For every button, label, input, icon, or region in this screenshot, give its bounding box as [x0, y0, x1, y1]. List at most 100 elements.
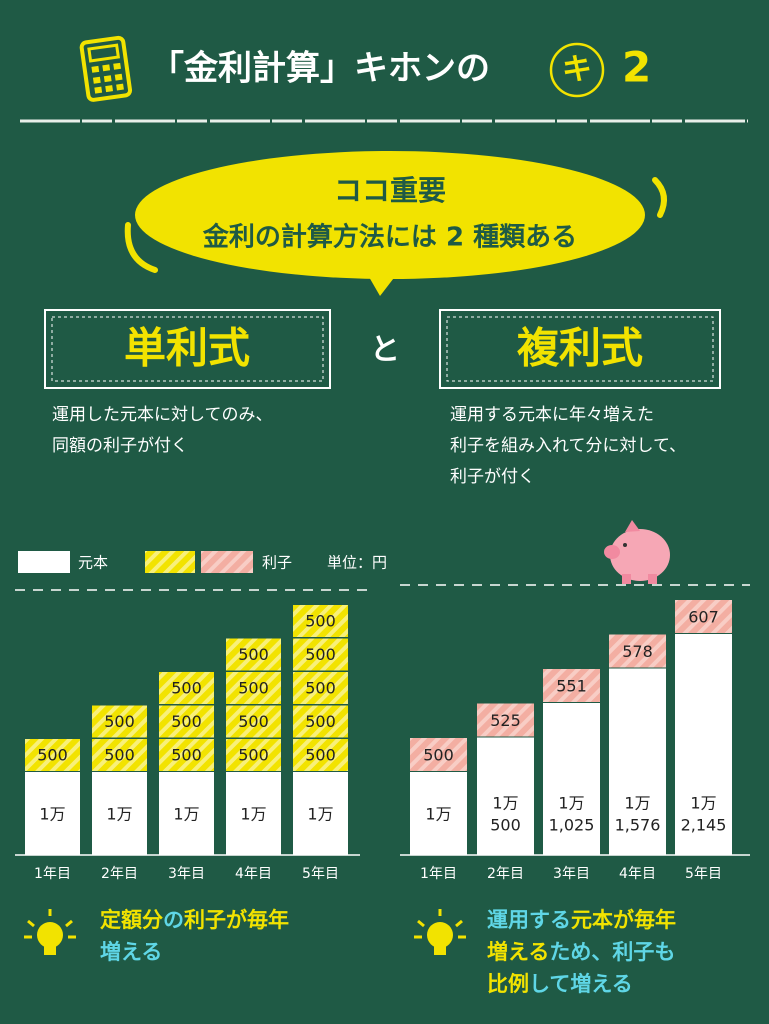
principal-label: 1万: [307, 805, 333, 824]
interest-label: 500: [238, 712, 269, 731]
interest-block: [410, 738, 467, 771]
year-label: 3年目: [168, 866, 205, 882]
description-line: 利子が付く: [450, 467, 535, 487]
note-segment: 運用する: [487, 908, 571, 932]
year-label: 4年目: [235, 866, 272, 882]
interest-block: [226, 705, 281, 738]
principal-label: 1万: [173, 805, 199, 824]
note-segment: 利子が毎年: [184, 908, 289, 932]
interest-label: 500: [104, 712, 135, 731]
principal-label: 1,025: [549, 816, 595, 835]
piggy-bank: [604, 520, 670, 584]
note-segment: して増える: [529, 972, 633, 996]
title-circled: キ: [562, 53, 592, 88]
interest-label: 500: [104, 746, 135, 765]
title-circle: [549, 42, 605, 98]
description-line: 同額の利子が付く: [52, 436, 188, 456]
method-box: [439, 309, 721, 389]
note-segment: 増える: [487, 940, 549, 964]
interest-block: [159, 739, 214, 771]
principal-block: [226, 772, 281, 855]
interest-block: [675, 600, 732, 633]
description-line: 運用した元本に対してのみ、: [52, 405, 273, 425]
legend-principal: 元本: [78, 554, 108, 572]
note-line: 増えるため、利子も: [487, 940, 675, 964]
year-label: 1年目: [420, 866, 457, 882]
legend-swatch: [18, 551, 70, 573]
interest-label: 500: [171, 712, 202, 731]
principal-label: 2,145: [681, 816, 727, 835]
interest-label: 500: [305, 612, 336, 631]
legend-swatch: [201, 551, 253, 573]
year-label: 1年目: [34, 866, 71, 882]
interest-label: 551: [556, 677, 587, 696]
note-line: 定額分の利子が毎年: [100, 908, 289, 932]
method-name: 複利式: [517, 324, 643, 373]
interest-block: [477, 703, 534, 737]
principal-label: 1万: [39, 805, 65, 824]
interest-label: 500: [238, 645, 269, 664]
note-segment: ため、利子も: [549, 940, 675, 964]
principal-label: 1万: [425, 805, 451, 824]
title: 「金利計算」キホンの: [150, 49, 490, 89]
interest-label: 578: [622, 642, 653, 661]
interest-label: 500: [305, 712, 336, 731]
interest-block: [226, 739, 281, 771]
principal-block: [609, 668, 666, 855]
speech-bubble: [124, 151, 667, 296]
interest-label: 500: [305, 679, 336, 698]
interest-label: 500: [238, 679, 269, 698]
note-segment: 比例: [487, 972, 529, 996]
interest-block: [293, 705, 348, 738]
note-segment: 定額分: [100, 908, 163, 932]
bulb-icon: [24, 909, 76, 955]
principal-block: [293, 772, 348, 855]
interest-block: [226, 672, 281, 704]
method-name: 単利式: [124, 324, 250, 373]
interest-label: 525: [490, 711, 521, 730]
interest-block: [293, 605, 348, 637]
principal-label: 1,576: [615, 816, 661, 835]
principal-block: [159, 772, 214, 855]
principal-label: 1万: [106, 805, 132, 824]
bulb-icon: [414, 909, 466, 955]
interest-label: 500: [423, 746, 454, 765]
principal-label: 500: [490, 816, 521, 835]
interest-label: 500: [37, 746, 68, 765]
note-line: 増える: [100, 940, 162, 964]
principal-label: 1万: [240, 805, 266, 824]
method-box: [44, 309, 331, 389]
note-line: 運用する元本が毎年: [487, 908, 676, 932]
legend-interest: 利子: [262, 554, 292, 572]
interest-block: [609, 634, 666, 668]
method-box-inner: [446, 316, 714, 382]
note-segment: 元本が毎年: [571, 908, 676, 932]
year-label: 2年目: [487, 866, 524, 882]
principal-block: [92, 772, 147, 855]
interest-block: [543, 669, 600, 702]
year-label: 2年目: [101, 866, 138, 882]
note-segment: 増える: [100, 940, 162, 964]
principal-block: [25, 772, 80, 855]
interest-label: 500: [171, 746, 202, 765]
title-number: 2: [622, 43, 651, 92]
year-label: 5年目: [685, 866, 722, 882]
interest-block: [159, 705, 214, 738]
interest-block: [293, 638, 348, 671]
principal-block: [477, 737, 534, 855]
principal-label: 1万: [690, 794, 716, 813]
interest-block: [293, 672, 348, 704]
principal-label: 1万: [492, 794, 518, 813]
bubble-text: 金利の計算方法には 2 種類ある: [202, 222, 577, 253]
principal-block: [410, 772, 467, 855]
interest-label: 500: [238, 746, 269, 765]
description-line: 利子を組み入れて分に対して、: [450, 436, 686, 456]
description-line: 運用する元本に年々増えた: [450, 405, 654, 425]
principal-block: [675, 634, 732, 855]
interest-label: 500: [305, 645, 336, 664]
year-label: 4年目: [619, 866, 656, 882]
principal-block: [543, 703, 600, 855]
interest-label: 500: [171, 679, 202, 698]
method-box-inner: [51, 316, 324, 382]
